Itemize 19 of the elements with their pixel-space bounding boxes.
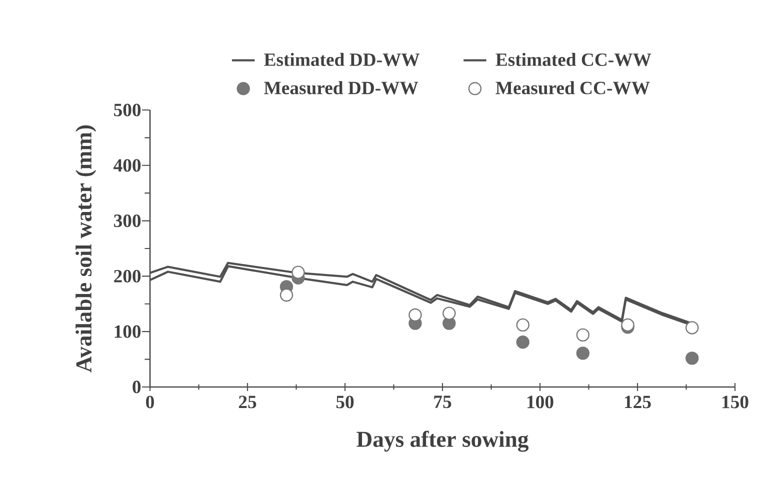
legend-label: Estimated DD-WW xyxy=(264,52,420,66)
x-tick-label: 150 xyxy=(722,396,748,408)
y-tick-label: 500 xyxy=(114,104,141,116)
x-tick-label: 75 xyxy=(434,396,452,408)
x-axis-title: Days after sowing xyxy=(356,430,529,452)
legend-label: Measured DD-WW xyxy=(264,81,418,94)
legend-label: Estimated CC-WW xyxy=(496,52,652,66)
y-axis-title: Available soil water (mm) xyxy=(76,125,96,372)
x-tick-label: 0 xyxy=(146,396,154,408)
x-tick-label: 25 xyxy=(238,396,256,408)
y-tick-label: 100 xyxy=(114,325,141,338)
x-tick-label: 125 xyxy=(625,396,651,408)
y-tick-label: 300 xyxy=(114,214,141,228)
legend-label: Measured CC-WW xyxy=(496,81,650,94)
y-tick-label: 0 xyxy=(132,380,141,394)
y-tick-label: 200 xyxy=(114,270,141,282)
y-tick-label: 400 xyxy=(114,159,141,172)
x-tick-label: 100 xyxy=(528,396,554,408)
x-tick-label: 50 xyxy=(336,396,354,408)
